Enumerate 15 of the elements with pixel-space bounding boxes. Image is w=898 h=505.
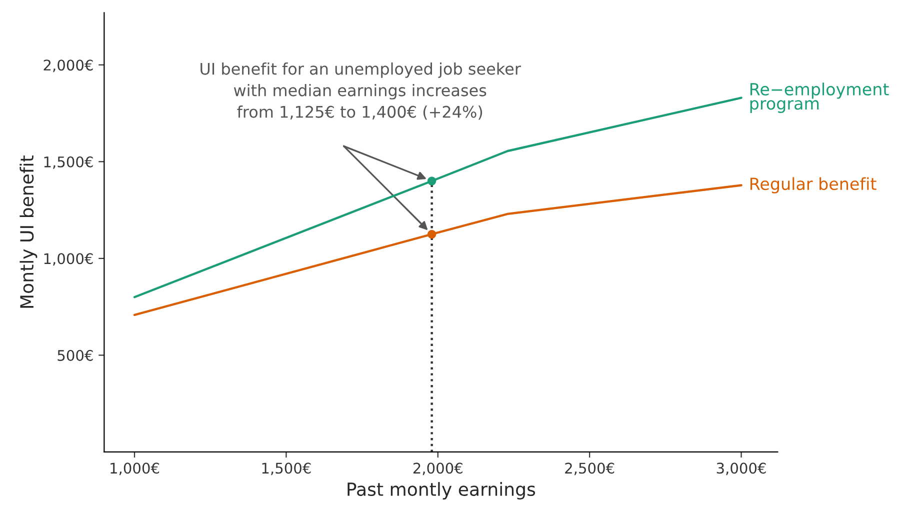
series-label: Regular benefit [750,177,876,194]
y-tick-label: 1,000€ [44,253,93,266]
series-label: Re−employment program [750,82,889,113]
y-tick-label: 1,500€ [44,156,93,169]
x-tick-label: 1,000€ [110,462,160,476]
annotation: UI benefit for an unemployed job seeker with median earnings increases from 1,125€ to 1,400€ (+24%) [200,62,521,120]
x-tick-label: 3,000€ [716,462,766,476]
x-tick-label: 2,000€ [413,462,462,476]
line-series [133,184,742,316]
y-axis-title: Montly UI benefit [20,156,38,308]
y-tick-label: 500€ [58,350,93,361]
x-tick-label: 1,500€ [262,462,311,476]
x-tick-label: 2,500€ [565,462,614,476]
y-tick-label: 2,000€ [44,60,93,72]
x-axis-title: Past montly earnings [348,482,536,500]
